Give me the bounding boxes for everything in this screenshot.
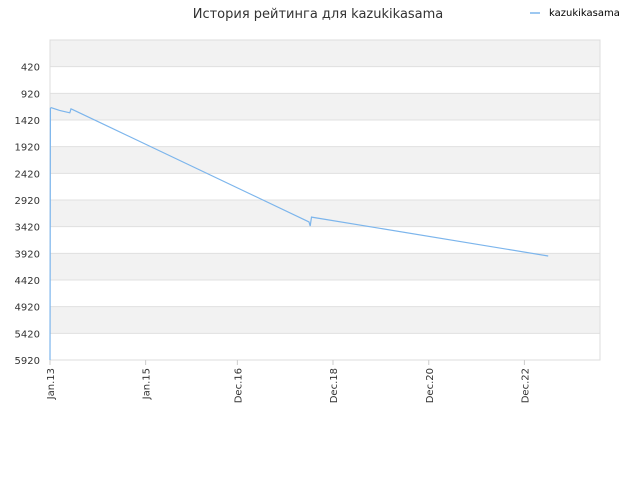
y-tick-label: 3420 (15, 223, 40, 234)
x-tick-label: Jan.15 (142, 368, 153, 400)
y-tick-label: 4920 (15, 303, 40, 314)
y-tick-label: 1920 (15, 143, 40, 154)
y-tick-label: 920 (21, 89, 40, 100)
y-tick-label: 2920 (15, 196, 40, 207)
plot-band (50, 200, 600, 227)
legend-label: kazukikasama (549, 8, 620, 19)
x-tick-label: Dec.22 (520, 368, 531, 403)
series-line (49, 107, 549, 361)
y-tick-label: 1420 (15, 116, 40, 127)
plot-band (50, 306, 600, 334)
y-tick-label: 5920 (15, 356, 40, 367)
x-tick-label: Dec.16 (233, 368, 244, 403)
y-tick-label: 3920 (15, 249, 40, 260)
x-axis-ticks: Jan.13 Jan.15 Dec.16 Dec.18 Dec.20 Dec.22 (46, 360, 531, 403)
y-tick-label: 2420 (15, 169, 40, 180)
plot-band (50, 40, 600, 67)
plot-band (50, 253, 600, 280)
x-tick-label: Dec.20 (425, 368, 436, 403)
y-tick-label: 5420 (15, 329, 40, 340)
y-tick-label: 4420 (15, 276, 40, 287)
plot-band (50, 93, 600, 120)
legend[interactable]: kazukikasama (530, 8, 620, 19)
plot-bands (50, 40, 600, 334)
x-tick-label: Dec.18 (329, 368, 340, 403)
plot-band (50, 146, 600, 174)
chart-title: История рейтинга для kazukikasama (193, 7, 444, 22)
y-axis-ticks: 420 920 1420 1920 2420 2920 3420 3920 4420 4920 54… (15, 63, 40, 367)
x-tick-label: Jan.13 (46, 368, 57, 400)
y-tick-label: 420 (21, 63, 40, 74)
